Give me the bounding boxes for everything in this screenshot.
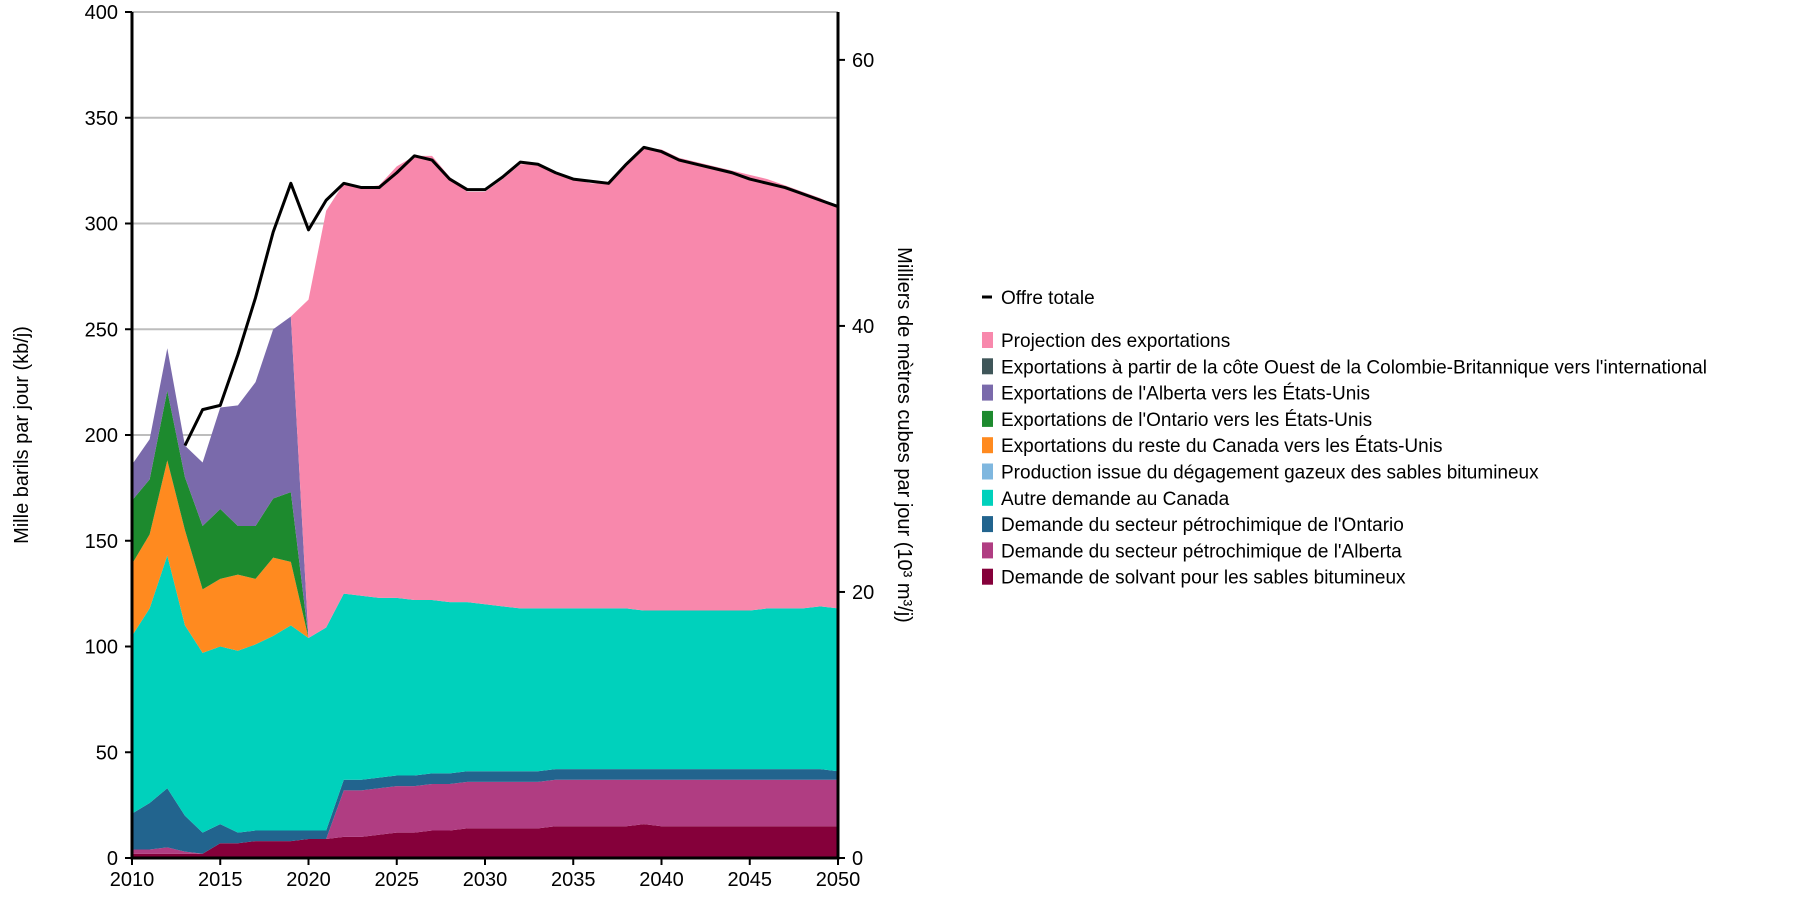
area-autre-demande-au-canada xyxy=(132,555,838,833)
y-left-tick-label: 350 xyxy=(85,108,118,130)
x-tick-label: 2020 xyxy=(286,869,331,891)
area-demande-du-secteur-petrochimique-de-l-ontario xyxy=(132,769,838,854)
y-left-tick-label: 150 xyxy=(85,531,118,553)
legend-swatch xyxy=(982,542,993,559)
legend-item-exportations-a-partir-de-la-cote-ouest-de-la-colombie-britannique-vers-l-international: Exportations à partir de la côte Ouest d… xyxy=(982,357,1707,378)
y-axis-right-title: Milliers de mètres cubes par jour (10³ m… xyxy=(893,247,915,623)
area-demande-du-secteur-petrochimique-de-l-alberta xyxy=(132,779,838,854)
legend-item-demande-de-solvant-pour-les-sables-bitumineux: Demande de solvant pour les sables bitum… xyxy=(982,568,1406,589)
y-left-tick-label: 200 xyxy=(85,425,118,447)
x-tick-label: 2040 xyxy=(639,869,684,891)
legend-swatch xyxy=(982,437,993,454)
x-tick-label: 2030 xyxy=(463,869,508,891)
area-demande-de-solvant-pour-les-sables-bitumineux xyxy=(132,824,838,858)
legend-item-exportations-de-l-alberta-vers-les-etats-unis: Exportations de l'Alberta vers les États… xyxy=(982,384,1370,405)
legend-swatch xyxy=(982,489,993,506)
legend-label: Offre totale xyxy=(1001,288,1095,309)
x-tick-label: 2025 xyxy=(375,869,420,891)
legend-label: Demande du secteur pétrochimique de l'Al… xyxy=(1001,541,1402,562)
y-right-tick-label: 20 xyxy=(852,582,874,604)
area-series-layer xyxy=(132,147,838,858)
y-left-tick-label: 400 xyxy=(85,2,118,24)
area-exportations-de-l-ontario-vers-les-etats-unis xyxy=(132,390,838,639)
x-tick-label: 2035 xyxy=(551,869,596,891)
y-left-tick-label: 250 xyxy=(85,319,118,341)
legend: Offre totale Projection des exportations E… xyxy=(982,288,1707,589)
legend-item-offre-totale: Offre totale xyxy=(982,288,1095,309)
legend-swatch xyxy=(982,384,993,401)
legend-swatch xyxy=(982,358,993,375)
legend-label: Exportations de l'Ontario vers les États… xyxy=(1001,410,1372,431)
legend-item-exportations-de-l-ontario-vers-les-etats-unis: Exportations de l'Ontario vers les États… xyxy=(982,410,1372,431)
legend-label: Exportations à partir de la côte Ouest d… xyxy=(1001,357,1707,378)
y-right-tick-label: 0 xyxy=(852,848,863,870)
y-axis-left-title: Mille barils par jour (kb/j) xyxy=(11,326,33,544)
legend-item-exportations-du-reste-du-canada-vers-les-etats-unis: Exportations du reste du Canada vers les… xyxy=(982,436,1442,457)
area-exportations-du-reste-du-canada-vers-les-etats-unis xyxy=(132,460,838,653)
y-right-tick-label: 40 xyxy=(852,316,874,338)
x-tick-label: 2045 xyxy=(728,869,773,891)
x-tick-label: 2010 xyxy=(110,869,155,891)
legend-swatch xyxy=(982,332,993,348)
legend-label: Production issue du dégagement gazeux de… xyxy=(1001,463,1539,484)
legend-swatch xyxy=(982,516,993,533)
y-left-tick-label: 100 xyxy=(85,637,118,659)
legend-label: Exportations de l'Alberta vers les États… xyxy=(1001,384,1370,405)
legend-item-demande-du-secteur-petrochimique-de-l-alberta: Demande du secteur pétrochimique de l'Al… xyxy=(982,541,1402,562)
legend-swatch xyxy=(982,568,993,585)
total-supply-layer xyxy=(183,145,839,447)
y-left-tick-label: 300 xyxy=(85,214,118,236)
y-left-tick-label: 50 xyxy=(96,742,118,764)
legend-swatch xyxy=(982,463,993,480)
legend-label: Projection des exportations xyxy=(1001,331,1230,352)
legend-item-projection-des-exportations: Projection des exportations xyxy=(982,331,1230,352)
legend-label: Demande de solvant pour les sables bitum… xyxy=(1001,568,1406,589)
line-offre-totale xyxy=(183,145,839,447)
legend-item-production-issue-du-degagement-gazeux-des-sables-bitumineux: Production issue du dégagement gazeux de… xyxy=(982,463,1539,484)
legend-item-demande-du-secteur-petrochimique-de-l-ontario: Demande du secteur pétrochimique de l'On… xyxy=(982,515,1404,536)
legend-label: Demande du secteur pétrochimique de l'On… xyxy=(1001,515,1404,536)
x-tick-label: 2015 xyxy=(198,869,243,891)
legend-swatch xyxy=(982,410,993,427)
y-left-tick-label: 0 xyxy=(107,848,118,870)
legend-label: Autre demande au Canada xyxy=(1001,489,1230,510)
area-exportations-de-l-alberta-vers-les-etats-unis xyxy=(132,316,838,639)
legend-item-autre-demande-au-canada: Autre demande au Canada xyxy=(982,489,1230,510)
y-right-tick-label: 60 xyxy=(852,50,874,72)
area-projection-des-exportations xyxy=(132,147,838,639)
legend-label: Exportations du reste du Canada vers les… xyxy=(1001,436,1442,457)
x-tick-label: 2050 xyxy=(816,869,861,891)
